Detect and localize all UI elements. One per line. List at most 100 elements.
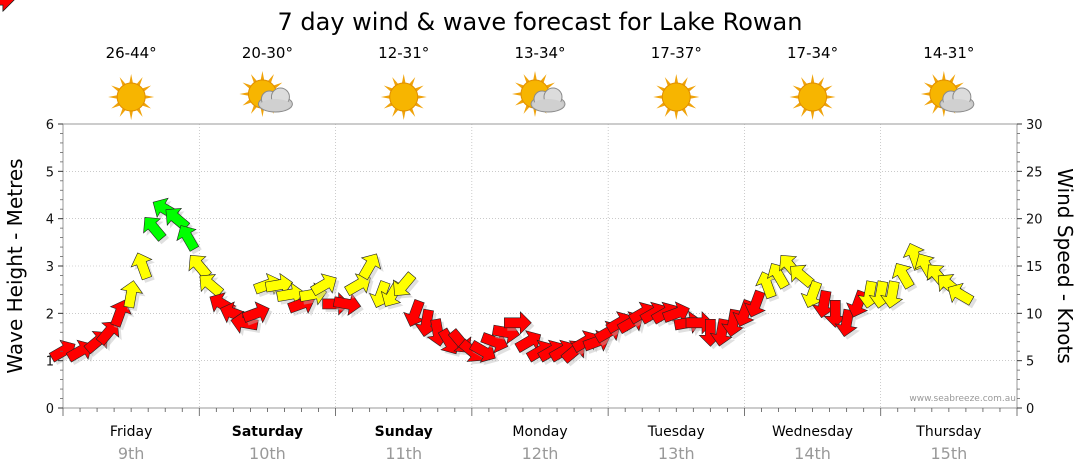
sun-ray — [108, 95, 118, 99]
day-temperature: 17-34° — [787, 44, 838, 62]
wind-arrow — [95, 321, 120, 346]
sun-ray — [932, 74, 939, 83]
sun-ray — [789, 95, 799, 99]
cloud-base — [533, 99, 563, 111]
plot-axes: 0 1 2 3 4 5 6 0 5 10 15 20 25 30 — [46, 118, 1043, 417]
wind-arrow — [823, 299, 848, 328]
wind-arrow — [344, 273, 371, 297]
sun-ray — [687, 85, 697, 92]
sun-ray — [533, 107, 537, 117]
wind-arrow — [176, 225, 200, 252]
wind-arrow — [503, 311, 532, 335]
wind-arrow — [811, 289, 835, 319]
day-labels: Friday 9th Saturday 10th Sunday 11th Monday 12t… — [110, 424, 981, 463]
day-name: Saturday — [232, 424, 303, 440]
right-tick-label: 30 — [1026, 118, 1043, 133]
left-axis-label: Wave Height - Metres — [3, 158, 27, 373]
wind-arrow — [358, 253, 382, 281]
sun-ray — [823, 85, 833, 92]
sun-ray — [523, 74, 530, 83]
day-name: Friday — [110, 424, 152, 440]
cloud-base — [941, 99, 972, 111]
wind-arrow — [891, 263, 915, 290]
partly-cloudy-icon — [512, 71, 566, 117]
sun-ray — [949, 74, 956, 83]
chart-title: 7 day wind & wave forecast for Lake Rowa… — [278, 8, 803, 36]
sun-ray — [923, 99, 933, 106]
sun-ray — [392, 108, 399, 117]
credit-text: www.seabreeze.com.au — [909, 394, 1016, 404]
wind-arrow — [310, 273, 337, 297]
sun-ray — [380, 95, 390, 99]
wind-arrow — [332, 292, 362, 316]
sun-ray — [923, 82, 933, 89]
sun-ray — [136, 108, 143, 117]
sun-ray — [810, 74, 815, 84]
day-number: 13th — [658, 444, 695, 463]
sun-ray — [546, 82, 555, 89]
sun-ray — [119, 108, 126, 117]
sun-ray — [401, 110, 406, 120]
sunny-icon — [108, 74, 155, 120]
wind-arrow — [199, 274, 225, 298]
sun-ray — [515, 99, 524, 106]
sun-ray — [690, 95, 700, 99]
plot-grid — [62, 123, 1018, 409]
day-temperature: 17-37° — [651, 44, 702, 62]
right-tick-label: 20 — [1026, 213, 1043, 228]
wind-arrow — [165, 207, 191, 232]
partly-cloudy-icon — [920, 71, 975, 117]
sun-ray — [267, 74, 274, 83]
wind-arrow — [947, 282, 975, 306]
right-tick-label: 10 — [1026, 307, 1043, 322]
sun-ray — [817, 77, 825, 86]
sun-ray — [129, 110, 133, 120]
sun-disc — [389, 82, 419, 112]
day-number: 10th — [249, 444, 286, 463]
weather-icon-row — [108, 71, 975, 120]
wind-arrow — [230, 310, 259, 334]
sun-ray — [242, 82, 252, 89]
sun-ray — [942, 107, 946, 117]
sun-ray — [932, 105, 939, 114]
sun-ray — [129, 74, 133, 84]
sun-ray — [409, 77, 416, 86]
day-number: 14th — [794, 444, 831, 463]
sun-ray — [810, 110, 815, 120]
sun-ray — [119, 77, 126, 86]
day-name: Monday — [512, 424, 567, 440]
sun-ray — [383, 85, 393, 92]
day-number: 15th — [930, 444, 967, 463]
sun-ray — [383, 102, 393, 109]
sun-ray — [801, 77, 808, 86]
sun-ray — [920, 92, 930, 96]
wind-arrow — [834, 308, 858, 338]
right-tick-label: 15 — [1026, 260, 1043, 275]
wind-arrow — [766, 263, 790, 290]
sun-ray — [687, 102, 697, 109]
left-tick-label: 5 — [46, 165, 54, 180]
wind-arrow — [480, 331, 509, 354]
sun-ray — [136, 77, 143, 86]
sun-ray — [414, 85, 424, 92]
wind-arrow — [276, 282, 305, 306]
sun-ray — [664, 108, 671, 117]
cloud-base — [260, 99, 291, 111]
sun-disc — [661, 82, 691, 112]
left-tick-label: 6 — [46, 118, 54, 133]
sun-disc — [116, 82, 146, 112]
day-temperature: 14-31° — [923, 44, 974, 62]
sun-ray — [533, 71, 537, 81]
sunny-icon — [653, 74, 700, 120]
sun-ray — [681, 108, 688, 117]
right-tick-label: 25 — [1026, 165, 1043, 180]
sun-ray — [392, 77, 399, 86]
sun-ray — [142, 102, 152, 109]
wind-arrow — [403, 298, 426, 327]
sun-ray — [523, 105, 530, 114]
sun-ray — [653, 95, 663, 99]
day-number: 12th — [522, 444, 559, 463]
partly-cloudy-icon — [239, 71, 293, 117]
left-tick-label: 4 — [46, 213, 54, 228]
